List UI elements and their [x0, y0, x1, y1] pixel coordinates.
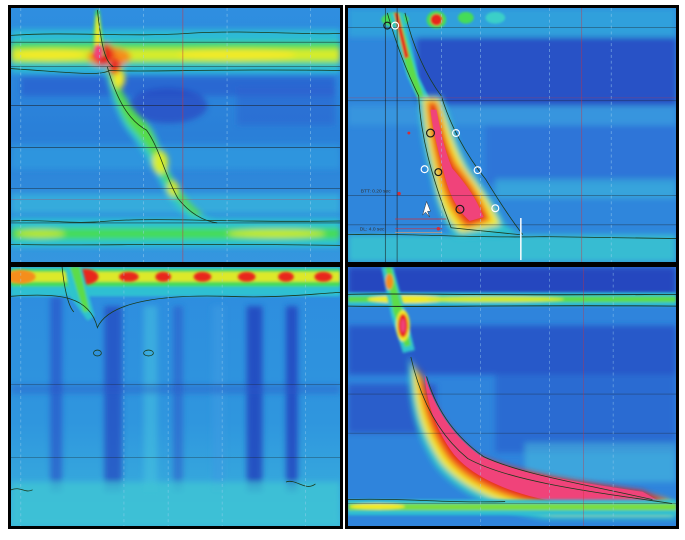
- grid-lines-horizontal: [348, 294, 676, 504]
- pressure-topography-panel-bottom-right: [345, 264, 679, 529]
- grid-lines-horizontal: [348, 27, 676, 226]
- isocontour-lines: [11, 9, 340, 246]
- isocontour-lines: [348, 293, 676, 504]
- topography-plot: [11, 267, 340, 526]
- cursor-pointer-icon: [422, 200, 431, 218]
- pressure-topography-panel-top-right: BTT: 0.20 sec DL: 4.0 sec: [345, 5, 679, 265]
- grid-lines-vertical: [20, 8, 311, 262]
- peak-pressure-zone: [424, 374, 657, 504]
- annotation-dl: DL: 4.0 sec: [360, 227, 385, 233]
- grid-lines-vertical: [20, 267, 306, 526]
- annotation-btt: BTT: 0.20 sec: [361, 189, 391, 195]
- pressure-topography-panel-bottom-left: [8, 264, 343, 529]
- isocontour-lines: [11, 267, 340, 492]
- pressure-topography-panel-top-left: [8, 5, 343, 265]
- landmark-markers[interactable]: [383, 21, 500, 214]
- vertical-streaks: [11, 296, 340, 526]
- topography-plot: [348, 267, 676, 526]
- grid-lines-vertical: [480, 267, 614, 526]
- topography-plot: [11, 8, 340, 262]
- grid-lines-horizontal: [11, 384, 340, 458]
- topography-plot: BTT: 0.20 sec DL: 4.0 sec: [348, 8, 676, 262]
- peak-pressure-zone: [430, 109, 484, 221]
- grid-lines-horizontal: [11, 41, 340, 224]
- grid-lines-vertical: [440, 8, 612, 262]
